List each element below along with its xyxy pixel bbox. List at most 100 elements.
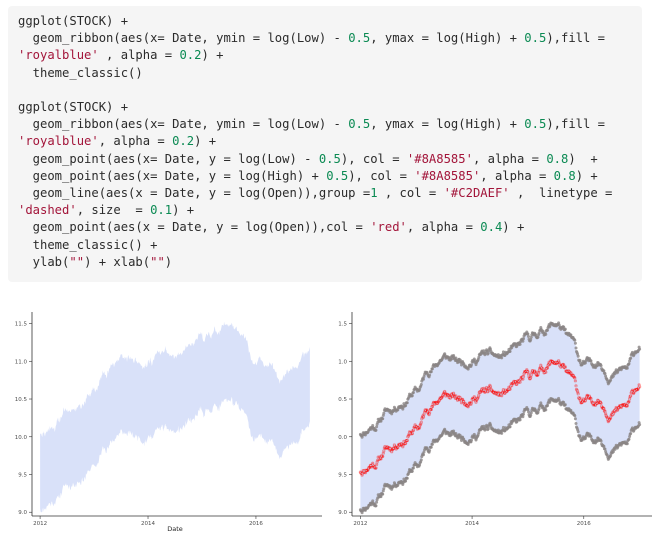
low-point bbox=[529, 411, 533, 415]
open-point bbox=[521, 377, 525, 381]
open-point bbox=[632, 390, 636, 395]
code-token: geom_ribbon(aes(x= Date, ymin = log(Low)… bbox=[18, 117, 349, 132]
y-tick-label: 11.0 bbox=[15, 359, 28, 365]
open-point bbox=[360, 473, 364, 477]
open-point bbox=[590, 399, 594, 403]
low-point bbox=[518, 418, 522, 422]
low-point bbox=[544, 408, 548, 412]
code-token: geom_line(aes(x = Date, y = log(Open)),g… bbox=[18, 186, 371, 201]
low-point bbox=[486, 427, 490, 431]
open-point bbox=[611, 410, 615, 414]
low-point bbox=[410, 469, 414, 473]
code-line: 'royalblue' , alpha = 0.2) + bbox=[18, 48, 223, 62]
open-point bbox=[604, 412, 608, 416]
open-point bbox=[564, 369, 568, 373]
low-point bbox=[382, 487, 386, 491]
code-token: , ymax = log(High) + bbox=[370, 117, 525, 132]
code-token: , size = bbox=[76, 203, 151, 218]
high-point bbox=[578, 358, 582, 362]
low-point bbox=[573, 414, 577, 418]
x-tick-label: 2012 bbox=[33, 521, 47, 527]
code-token: ) + bbox=[502, 220, 525, 235]
open-point bbox=[483, 390, 487, 394]
open-point bbox=[455, 396, 459, 400]
open-point bbox=[573, 379, 577, 383]
code-token: , alpha = bbox=[98, 134, 173, 149]
open-point bbox=[489, 387, 493, 391]
code-token: 1 bbox=[370, 186, 378, 201]
high-point bbox=[529, 338, 533, 342]
high-point bbox=[527, 335, 530, 338]
y-tick-label: 9.0 bbox=[338, 510, 347, 516]
open-point bbox=[378, 455, 382, 459]
high-point bbox=[629, 356, 633, 360]
low-point bbox=[625, 442, 629, 446]
high-point bbox=[522, 337, 525, 341]
low-point bbox=[522, 412, 525, 416]
open-point bbox=[526, 372, 531, 376]
code-token: ), col = bbox=[340, 151, 407, 166]
code-token: ),fill = bbox=[546, 117, 606, 132]
code-line: geom_ribbon(aes(x= Date, ymin = log(Low)… bbox=[18, 117, 605, 131]
low-point bbox=[546, 404, 549, 408]
open-point bbox=[637, 383, 641, 387]
low-point bbox=[578, 434, 582, 438]
ribbon-area bbox=[40, 321, 310, 513]
low-point bbox=[629, 432, 633, 435]
high-point bbox=[599, 364, 603, 368]
code-line: ylab("") + xlab("") bbox=[18, 255, 172, 269]
x-axis-title: Date bbox=[167, 525, 183, 532]
code-token: 0.5 bbox=[348, 117, 371, 132]
high-point bbox=[544, 332, 548, 336]
open-point bbox=[515, 380, 519, 384]
low-point bbox=[477, 431, 481, 435]
low-point bbox=[430, 442, 434, 446]
high-point bbox=[537, 331, 541, 335]
y-tick-label: 10.5 bbox=[338, 397, 347, 403]
high-point bbox=[583, 361, 587, 365]
high-point bbox=[470, 363, 473, 367]
code-token: "" bbox=[69, 254, 85, 269]
code-token: ) + bbox=[194, 134, 217, 149]
r-code: ggplot(STOCK) + geom_ribbon(aes(x= Date,… bbox=[18, 13, 632, 271]
high-point bbox=[429, 370, 433, 374]
open-point bbox=[542, 369, 546, 373]
low-point bbox=[371, 499, 375, 503]
open-point bbox=[636, 387, 640, 391]
low-point bbox=[404, 479, 408, 483]
high-point bbox=[410, 394, 414, 398]
low-point bbox=[500, 431, 504, 435]
open-point bbox=[413, 425, 417, 429]
open-point bbox=[419, 422, 423, 426]
open-point bbox=[418, 423, 422, 427]
open-point bbox=[429, 407, 433, 412]
open-point bbox=[488, 383, 492, 387]
code-token: ) + xlab( bbox=[84, 254, 151, 269]
code-token: 'red' bbox=[370, 220, 407, 235]
open-point bbox=[428, 411, 432, 415]
high-point bbox=[382, 411, 386, 415]
code-line: geom_ribbon(aes(x= Date, ymin = log(Low)… bbox=[18, 31, 605, 45]
open-point bbox=[409, 430, 413, 435]
high-point bbox=[625, 366, 629, 370]
low-point bbox=[508, 425, 512, 429]
high-point bbox=[405, 401, 409, 405]
code-line: geom_point(aes(x= Date, y = log(Low) - 0… bbox=[18, 152, 598, 166]
open-line bbox=[360, 359, 640, 477]
open-point bbox=[440, 394, 445, 398]
low-point bbox=[422, 453, 425, 457]
open-point bbox=[562, 363, 566, 367]
high-point bbox=[486, 351, 490, 355]
high-point bbox=[627, 362, 631, 366]
low-point bbox=[611, 450, 615, 454]
code-token: , col = bbox=[377, 186, 444, 201]
open-point bbox=[584, 396, 588, 401]
open-point bbox=[597, 400, 601, 404]
code-token: '#8A8585' bbox=[414, 168, 481, 183]
code-token: 0.5 bbox=[348, 31, 371, 46]
open-point bbox=[614, 405, 618, 410]
code-token: , ymax = log(High) + bbox=[370, 31, 525, 46]
code-token: 0.5 bbox=[326, 168, 349, 183]
code-line: 'dashed', size = 0.1) + bbox=[18, 203, 194, 217]
high-point bbox=[573, 341, 577, 345]
